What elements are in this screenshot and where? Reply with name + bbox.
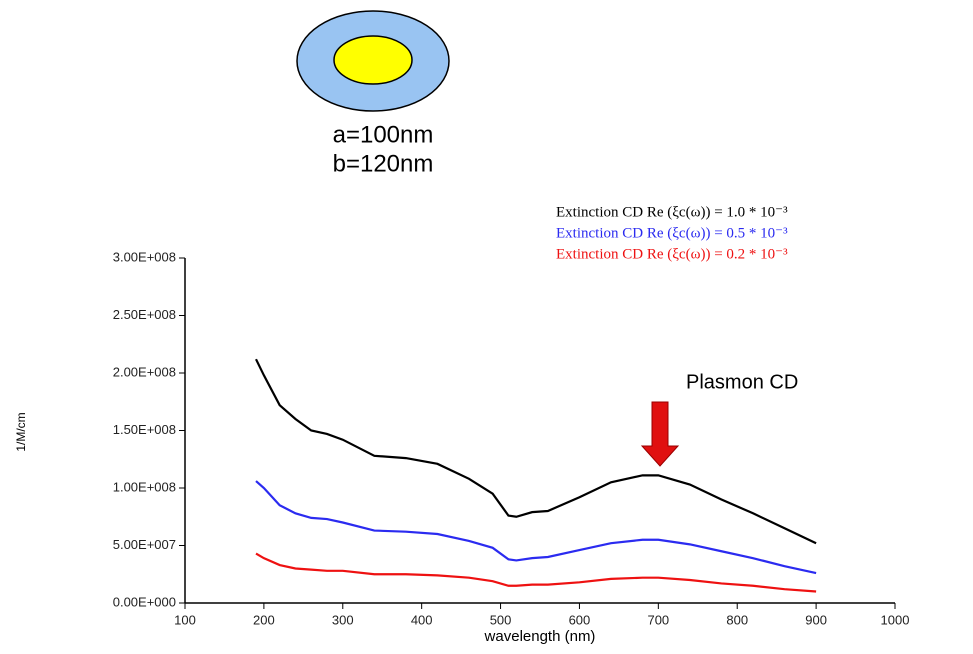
inset-label: b=120nm <box>333 150 434 177</box>
y-axis-label: 1/M/cm <box>14 412 28 451</box>
y-tick-label: 5.00E+007 <box>113 537 176 552</box>
legend-entry: Extinction CD Re (ξc(ω)) = 0.2 * 10⁻³ <box>556 246 788 262</box>
y-tick-label: 1.50E+008 <box>113 422 176 437</box>
x-tick-label: 200 <box>253 612 275 627</box>
x-tick-label: 700 <box>647 612 669 627</box>
y-tick-label: 2.50E+008 <box>113 307 176 322</box>
legend-entry: Extinction CD Re (ξc(ω)) = 0.5 * 10⁻³ <box>556 225 788 241</box>
x-axis-label: wavelength (nm) <box>484 628 596 645</box>
inner-core <box>334 36 412 84</box>
series-line <box>256 554 816 592</box>
x-tick-label: 500 <box>490 612 512 627</box>
y-tick-label: 1.00E+008 <box>113 479 176 494</box>
inset-label: a=100nm <box>333 121 434 148</box>
x-tick-label: 400 <box>411 612 433 627</box>
legend-entry: Extinction CD Re (ξc(ω)) = 1.0 * 10⁻³ <box>556 204 788 220</box>
x-tick-label: 900 <box>805 612 827 627</box>
x-tick-label: 800 <box>726 612 748 627</box>
y-tick-label: 3.00E+008 <box>113 249 176 264</box>
series-line <box>256 481 816 573</box>
y-tick-label: 0.00E+000 <box>113 594 176 609</box>
x-tick-label: 100 <box>174 612 196 627</box>
annotation: Plasmon CD <box>686 371 798 393</box>
x-tick-label: 600 <box>569 612 591 627</box>
chart: a=100nm b=120nm Plasmon CD wavelength (n… <box>0 0 973 654</box>
x-tick-label: 1000 <box>881 612 910 627</box>
y-tick-label: 2.00E+008 <box>113 364 176 379</box>
arrow <box>642 402 678 466</box>
x-tick-label: 300 <box>332 612 354 627</box>
